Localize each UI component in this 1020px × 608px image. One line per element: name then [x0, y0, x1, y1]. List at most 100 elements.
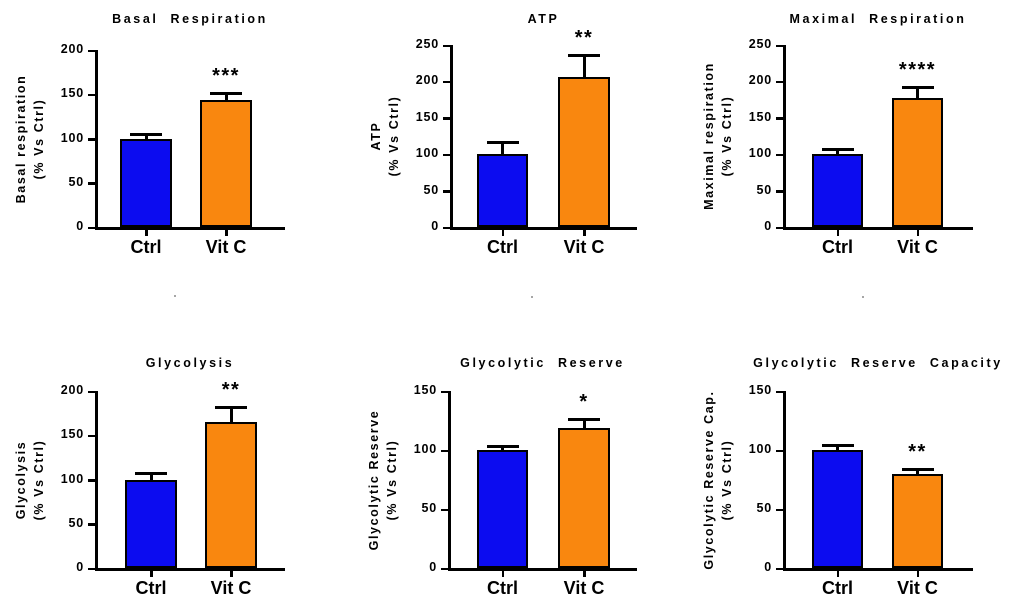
y-tick [441, 508, 448, 511]
y-axis-line [95, 391, 98, 571]
y-axis-label-line2: (% Vs Ctrl) [720, 439, 734, 520]
y-axis-line [450, 45, 453, 230]
category-label: Ctrl [822, 237, 853, 257]
bar-ctrl [477, 154, 528, 227]
bar-ctrl [125, 479, 177, 568]
y-tick-label: 150 [60, 86, 84, 101]
x-tick [916, 571, 919, 577]
y-tick-label: 50 [68, 174, 84, 189]
error-bar-cap [568, 54, 600, 58]
x-tick [583, 230, 586, 236]
chart-panel-atp: ATP ATP (% Vs Ctrl) 0 50 100 150 200 250 Ctrl Vit … [340, 0, 680, 304]
x-tick [501, 230, 504, 236]
significance-stars: ** [221, 379, 241, 402]
error-bar-cap [901, 467, 934, 471]
y-tick [88, 567, 95, 570]
chart-title: Glycolytic Reserve [460, 356, 625, 370]
y-tick [776, 449, 783, 452]
y-axis-label-line2: (% Vs Ctrl) [387, 95, 401, 177]
y-tick [441, 449, 448, 452]
y-tick-label: 0 [429, 560, 437, 574]
category-label: Vit C [897, 578, 938, 598]
bar-vitc [200, 100, 252, 227]
y-tick-label: 50 [421, 501, 437, 515]
bar-vitc [892, 98, 943, 227]
y-tick-label: 100 [415, 146, 439, 161]
chart-panel-glycolysis: Glycolysis Glycolysis (% Vs Ctrl) 0 50 100 150… [0, 304, 340, 608]
error-bar-stem [916, 467, 919, 478]
y-axis-label: Maximal respiration (% Vs Ctrl) [693, 37, 743, 235]
y-tick-label: 0 [76, 560, 84, 574]
y-tick-label: 200 [415, 73, 439, 88]
y-axis-label-line1: Glycolysis [13, 440, 28, 519]
y-tick [776, 567, 783, 570]
bar-ctrl [120, 138, 172, 227]
y-axis-label-line1: Maximal respiration [701, 62, 716, 210]
bar-ctrl [812, 154, 863, 227]
y-tick [443, 190, 450, 193]
y-tick-label: 100 [748, 442, 772, 456]
bar-ctrl [477, 450, 528, 568]
x-axis-line [95, 227, 285, 230]
y-axis-line [95, 50, 98, 230]
error-bar-stem [144, 133, 148, 143]
x-axis-line [783, 227, 973, 230]
x-tick [150, 571, 153, 577]
significance-stars: ** [908, 440, 927, 463]
x-axis-line [450, 227, 637, 230]
y-tick [443, 226, 450, 229]
y-tick-label: 50 [756, 182, 772, 197]
x-tick [836, 571, 839, 577]
y-tick-label: 0 [431, 219, 439, 233]
x-tick [225, 230, 228, 236]
y-tick-label: 0 [76, 219, 84, 233]
significance-stars: ** [574, 27, 594, 50]
y-tick [443, 44, 450, 47]
y-tick-label: 150 [413, 383, 437, 397]
x-axis-line [448, 568, 637, 571]
bar-vitc [205, 421, 257, 568]
y-tick-label: 100 [60, 471, 84, 486]
error-bar-stem [501, 445, 504, 454]
significance-stars: **** [898, 59, 937, 82]
chart-panel-glycolytic-reserve-capacity: Glycolytic Reserve Capacity Glycolytic Re… [680, 304, 1020, 608]
x-axis-line [95, 568, 285, 571]
error-bar-cap [130, 133, 162, 137]
error-bar-cap [821, 444, 854, 448]
y-axis-line [783, 391, 786, 571]
y-tick [88, 138, 95, 141]
error-bar-stem [501, 141, 504, 159]
error-bar-stem [582, 54, 586, 82]
chart-title: Maximal Respiration [789, 12, 967, 26]
y-tick [441, 390, 448, 393]
chart-panel-maximal-respiration: Maximal Respiration Maximal respiration (%… [680, 0, 1020, 304]
category-label: Vit C [205, 237, 247, 257]
error-bar-stem [836, 148, 839, 159]
error-bar-stem [836, 444, 839, 454]
bar-vitc [892, 473, 943, 568]
y-tick [776, 80, 783, 84]
y-axis-line [783, 45, 786, 230]
category-label: Ctrl [822, 578, 853, 598]
category-label: Vit C [897, 237, 938, 257]
y-tick-label: 250 [415, 37, 439, 51]
y-tick-label: 100 [413, 442, 437, 456]
category-label: Ctrl [487, 237, 518, 257]
bar-vitc [558, 427, 610, 568]
error-bar-cap [568, 418, 600, 422]
y-tick [441, 567, 448, 570]
error-bar-stem [224, 91, 228, 105]
y-tick [88, 93, 95, 97]
y-tick-label: 150 [748, 109, 772, 124]
y-tick-label: 250 [748, 37, 772, 51]
y-tick [776, 390, 783, 393]
y-tick [88, 182, 95, 185]
y-tick-label: 100 [748, 146, 772, 161]
error-bar-stem [229, 406, 233, 426]
y-tick [88, 390, 95, 393]
x-tick [501, 571, 504, 577]
x-tick [916, 230, 919, 236]
y-axis-label-line1: Glycolytic Reserve [366, 409, 381, 550]
speck [174, 295, 176, 297]
